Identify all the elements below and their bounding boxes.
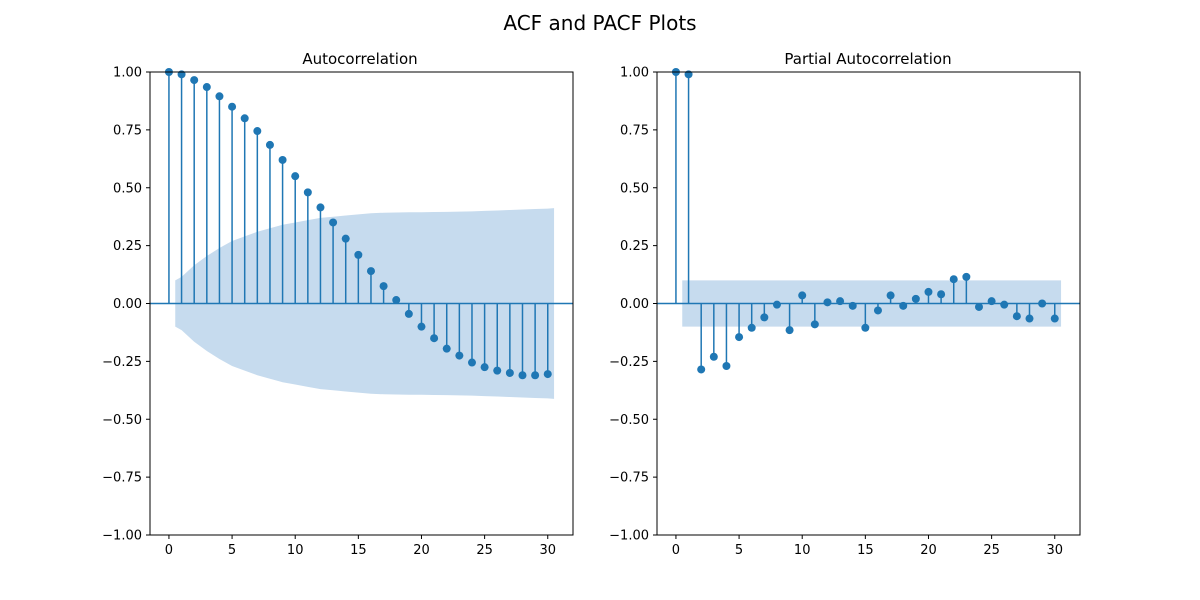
pacf-point	[974, 302, 983, 311]
acf-point	[430, 334, 439, 343]
pacf-xtick-label: 30	[1046, 543, 1063, 558]
acf-ytick-label: 0.25	[113, 239, 142, 254]
acf-point	[493, 366, 502, 375]
acf-xtick-label: 10	[287, 543, 304, 558]
pacf-point	[1038, 299, 1047, 308]
pacf-ytick-label: 0.75	[620, 123, 649, 138]
pacf-point	[924, 287, 933, 296]
acf-point	[366, 267, 375, 276]
pacf-point	[987, 297, 996, 306]
acf-point	[417, 322, 426, 331]
pacf-point	[911, 294, 920, 303]
acf-point	[291, 172, 300, 181]
acf-point	[531, 371, 540, 380]
acf-point	[278, 155, 287, 164]
pacf-ytick-label: 0.00	[620, 297, 649, 312]
pacf-ytick-label: 0.50	[620, 181, 649, 196]
acf-panel: Autocorrelation −1.00 −0.75 −0.50 −0.25 0.00…	[102, 50, 574, 558]
acf-ytick-label: −1.00	[102, 529, 142, 544]
acf-xtick-label: 30	[539, 543, 556, 558]
pacf-ytick-label: 1.00	[620, 66, 649, 81]
acf-xtick-label: 25	[476, 543, 493, 558]
acf-point	[392, 296, 401, 305]
pacf-xtick-label: 20	[920, 543, 937, 558]
acf-point	[228, 102, 237, 111]
pacf-point	[709, 352, 718, 361]
acf-xtick-label: 0	[165, 543, 173, 558]
pacf-point	[899, 301, 908, 310]
acf-point	[329, 218, 338, 227]
acf-point	[505, 368, 514, 377]
acf-point	[303, 188, 312, 197]
acf-point	[379, 282, 388, 291]
acf-point	[455, 351, 464, 360]
pacf-point	[760, 313, 769, 322]
pacf-point	[798, 291, 807, 300]
pacf-point	[836, 297, 845, 306]
pacf-point	[785, 326, 794, 335]
pacf-point	[848, 301, 857, 310]
pacf-ytick-label: −0.75	[609, 471, 649, 486]
acf-point	[265, 140, 274, 149]
pacf-xtick-label: 5	[735, 543, 743, 558]
acf-point	[518, 371, 527, 380]
acf-point	[253, 127, 262, 136]
acf-point	[467, 358, 476, 367]
pacf-point	[861, 323, 870, 332]
pacf-point	[873, 306, 882, 315]
pacf-title: Partial Autocorrelation	[784, 50, 951, 68]
acf-point	[202, 83, 211, 92]
acf-point	[354, 250, 363, 259]
pacf-ytick-label: −1.00	[609, 529, 649, 544]
acf-title: Autocorrelation	[302, 50, 417, 68]
pacf-point	[1050, 314, 1059, 323]
pacf-point	[697, 365, 706, 374]
acf-ytick-label: 0.50	[113, 181, 142, 196]
pacf-xtick-label: 15	[857, 543, 874, 558]
acf-point	[240, 114, 249, 123]
pacf-point	[747, 323, 756, 332]
acf-ytick-label: 1.00	[113, 66, 142, 81]
acf-point	[480, 363, 489, 372]
pacf-xtick-label: 10	[794, 543, 811, 558]
pacf-point	[1000, 300, 1009, 309]
pacf-panel: Partial Autocorrelation −1.00 −0.75 −0.50 −…	[609, 50, 1081, 558]
acf-xtick-label: 20	[413, 543, 430, 558]
pacf-point	[937, 290, 946, 299]
pacf-point	[823, 298, 832, 307]
pacf-point	[886, 291, 895, 300]
acf-point	[543, 370, 552, 379]
pacf-ytick-label: 0.25	[620, 239, 649, 254]
pacf-point	[772, 300, 781, 309]
acf-point	[215, 92, 224, 101]
acf-ytick-label: −0.75	[102, 471, 142, 486]
acf-point	[442, 344, 451, 353]
acf-ytick-label: 0.75	[113, 123, 142, 138]
acf-ytick-label: 0.00	[113, 297, 142, 312]
pacf-ytick-label: −0.50	[609, 413, 649, 428]
pacf-point	[810, 320, 819, 329]
acf-ytick-label: −0.50	[102, 413, 142, 428]
pacf-xtick-label: 0	[672, 543, 680, 558]
acf-point	[316, 203, 325, 212]
pacf-point	[949, 275, 958, 284]
acf-ytick-label: −0.25	[102, 355, 142, 370]
pacf-point	[1025, 314, 1034, 323]
pacf-point	[1012, 312, 1021, 321]
pacf-point	[735, 333, 744, 342]
pacf-point	[722, 362, 731, 371]
acf-xtick-label: 15	[350, 543, 367, 558]
pacf-ytick-label: −0.25	[609, 355, 649, 370]
acf-point	[404, 309, 413, 318]
acf-point	[190, 76, 199, 85]
pacf-point	[962, 272, 971, 281]
figure-title: ACF and PACF Plots	[503, 11, 696, 35]
pacf-xtick-label: 25	[983, 543, 1000, 558]
acf-point	[341, 234, 350, 243]
acf-xtick-label: 5	[228, 543, 236, 558]
